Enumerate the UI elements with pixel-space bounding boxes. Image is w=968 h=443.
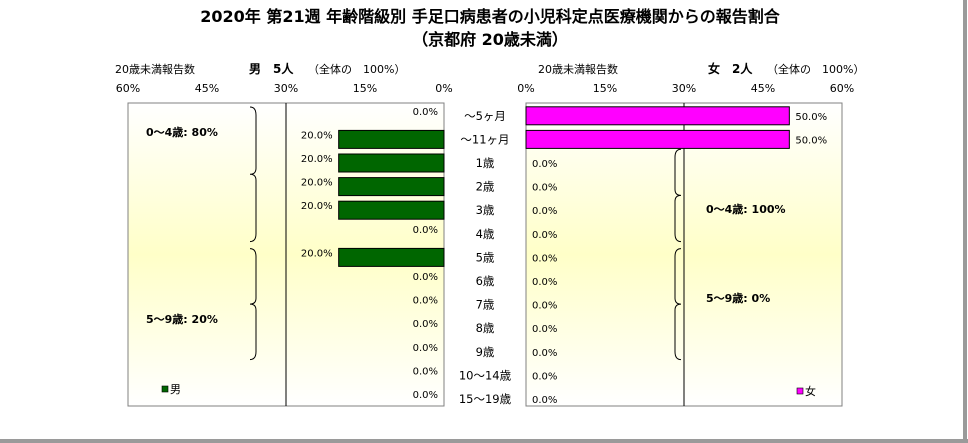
male-data-label: 0.0%	[413, 366, 438, 377]
x-tick-label: 0%	[435, 82, 452, 95]
female-brace-5-9	[674, 248, 682, 361]
x-tick-label: 30%	[672, 82, 696, 95]
category-label: 6歳	[476, 274, 495, 288]
female-data-label: 0.0%	[532, 301, 557, 312]
female-header-count: 女 2人	[708, 61, 753, 76]
female-annotation-0-4: 0～4歳: 100%	[706, 202, 786, 216]
male-header-share: （全体の 100%）	[308, 62, 405, 76]
x-tick-label: 0%	[517, 82, 534, 95]
female-data-label: 0.0%	[532, 371, 557, 382]
male-data-label: 0.0%	[413, 296, 438, 307]
male-annotation-5-9: 5～9歳: 20%	[146, 312, 218, 326]
male-annotation-0-4: 0～4歳: 80%	[146, 125, 218, 139]
category-label: 5歳	[476, 250, 495, 264]
female-brace-0-4	[674, 148, 682, 243]
x-tick-label: 30%	[274, 82, 298, 95]
legend-label-male: 男	[170, 383, 181, 396]
chart-subtitle: （京都府 20歳未満）	[412, 30, 568, 49]
legend-swatch-female	[796, 387, 804, 395]
male-header-label: 20歳未満報告数	[115, 63, 195, 76]
male-data-label: 20.0%	[301, 130, 333, 141]
female-data-label: 0.0%	[532, 348, 557, 359]
category-label: 10～14歳	[459, 368, 512, 382]
category-label: ～5ヶ月	[464, 109, 506, 123]
male-data-label: 0.0%	[413, 225, 438, 236]
female-data-label: 0.0%	[532, 253, 557, 264]
female-data-label: 0.0%	[532, 277, 557, 288]
female-bar	[525, 129, 790, 149]
female-data-label: 0.0%	[532, 206, 557, 217]
legend-swatch-male	[161, 385, 169, 393]
male-data-label: 0.0%	[413, 343, 438, 354]
category-label: ～11ヶ月	[460, 132, 509, 146]
chart-title: 2020年 第21週 年齢階級別 手足口病患者の小児科定点医療機関からの報告割合	[200, 7, 780, 26]
female-bar	[525, 106, 790, 126]
male-data-label: 0.0%	[413, 319, 438, 330]
female-data-label: 0.0%	[532, 324, 557, 335]
male-header-count: 男 5人	[249, 61, 294, 76]
female-data-label: 50.0%	[795, 135, 827, 146]
male-data-label: 0.0%	[413, 107, 438, 118]
male-data-label: 20.0%	[301, 154, 333, 165]
category-label: 15～19歳	[459, 392, 512, 406]
category-label: 9歳	[476, 345, 495, 359]
male-data-label: 20.0%	[301, 248, 333, 259]
x-tick-label: 15%	[593, 82, 617, 95]
window-frame-right	[963, 0, 967, 443]
male-data-label: 20.0%	[301, 201, 333, 212]
male-bar	[338, 153, 445, 173]
x-tick-label: 45%	[751, 82, 775, 95]
female-data-label: 0.0%	[532, 230, 557, 241]
male-data-label: 20.0%	[301, 178, 333, 189]
category-label: 1歳	[476, 156, 495, 170]
x-tick-label: 15%	[353, 82, 377, 95]
category-label: 7歳	[476, 298, 495, 312]
male-data-label: 0.0%	[413, 390, 438, 401]
category-label: 2歳	[476, 180, 495, 194]
female-data-label: 0.0%	[532, 183, 557, 194]
category-label: 4歳	[476, 227, 495, 241]
window-frame-bottom	[0, 439, 968, 443]
female-data-label: 0.0%	[532, 395, 557, 406]
female-header-share: （全体の 100%）	[767, 62, 864, 76]
male-bar	[338, 200, 445, 220]
female-annotation-5-9: 5～9歳: 0%	[706, 291, 770, 305]
male-brace-5-9	[249, 248, 257, 361]
category-label: 8歳	[476, 321, 495, 335]
male-bar	[338, 177, 445, 197]
x-tick-label: 60%	[830, 82, 854, 95]
category-label: 3歳	[476, 203, 495, 217]
male-bar	[338, 129, 445, 149]
female-data-label: 50.0%	[795, 112, 827, 123]
x-tick-label: 60%	[116, 82, 140, 95]
legend-label-female: 女	[805, 384, 816, 398]
male-data-label: 0.0%	[413, 272, 438, 283]
x-tick-label: 45%	[195, 82, 219, 95]
male-bar	[338, 247, 445, 267]
female-header-label: 20歳未満報告数	[538, 63, 618, 76]
male-brace-0-4	[249, 106, 257, 243]
female-data-label: 0.0%	[532, 159, 557, 170]
